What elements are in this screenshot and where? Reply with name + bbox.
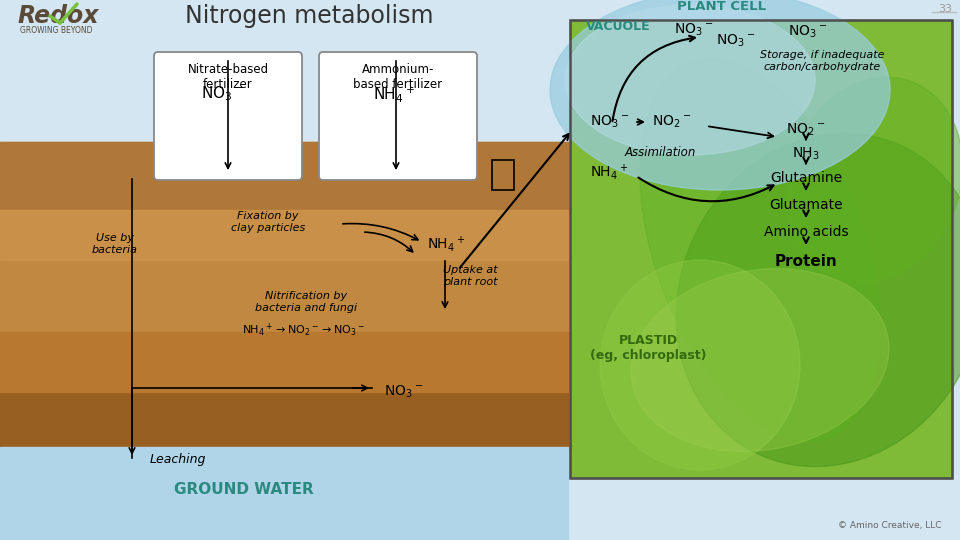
Text: Leaching: Leaching [150, 454, 206, 467]
Bar [492, 160, 514, 190]
Text: © Amino Creative, LLC: © Amino Creative, LLC [838, 521, 942, 530]
Ellipse shape [550, 0, 890, 190]
Bar [0, 332, 568, 392]
FancyBboxPatch shape [570, 20, 952, 478]
Text: Redox: Redox [18, 4, 100, 28]
Text: NO$_3$$^-$: NO$_3$$^-$ [590, 114, 629, 130]
Text: NH$_4$$^+$: NH$_4$$^+$ [590, 162, 628, 182]
Text: Nitrification by
bacteria and fungi: Nitrification by bacteria and fungi [255, 291, 357, 313]
Bar [0, 210, 568, 260]
Text: GROUND WATER: GROUND WATER [174, 483, 314, 497]
Ellipse shape [787, 77, 960, 283]
FancyBboxPatch shape [319, 52, 477, 180]
Text: Storage, if inadequate
carbon/carbohydrate: Storage, if inadequate carbon/carbohydra… [759, 50, 884, 72]
Text: NO$_2$$^-$: NO$_2$$^-$ [786, 122, 826, 138]
Ellipse shape [600, 260, 800, 470]
Text: GROWING BEYOND: GROWING BEYOND [20, 26, 92, 35]
Text: PLANT CELL: PLANT CELL [678, 0, 767, 13]
Ellipse shape [631, 268, 889, 451]
Text: Nitrate-based
fertilizer: Nitrate-based fertilizer [187, 63, 269, 91]
Text: NH$_4$$^+$$\rightarrow$NO$_2$$^-$$\rightarrow$NO$_3$$^-$: NH$_4$$^+$$\rightarrow$NO$_2$$^-$$\right… [242, 321, 365, 339]
Text: Ammonium-
based fertilizer: Ammonium- based fertilizer [353, 63, 443, 91]
Text: Fixation by
clay particles: Fixation by clay particles [230, 211, 305, 233]
Text: NO$_3$$^-$: NO$_3$$^-$ [716, 33, 756, 49]
Text: NO$_2$$^-$: NO$_2$$^-$ [652, 114, 691, 130]
Text: NO$_3$$^-$: NO$_3$$^-$ [201, 85, 244, 103]
Text: Use by
bacteria: Use by bacteria [92, 233, 138, 255]
Ellipse shape [565, 5, 815, 155]
Text: Assimilation: Assimilation [624, 146, 696, 159]
Text: NH$_4$$^+$: NH$_4$$^+$ [427, 234, 465, 254]
Text: VACUOLE: VACUOLE [586, 20, 651, 33]
Text: Protein: Protein [775, 253, 837, 268]
Text: NH$_4$$^+$: NH$_4$$^+$ [373, 84, 415, 104]
Bar [0, 142, 568, 452]
Bar [0, 447, 568, 540]
Text: Amino acids: Amino acids [764, 225, 849, 239]
Text: Nitrogen metabolism: Nitrogen metabolism [185, 4, 434, 28]
Text: NO$_3$$^-$: NO$_3$$^-$ [384, 384, 423, 400]
Text: 33: 33 [938, 4, 952, 14]
FancyBboxPatch shape [154, 52, 302, 180]
Ellipse shape [676, 133, 960, 467]
Text: NO$_3$$^-$: NO$_3$$^-$ [675, 22, 713, 38]
Bar [0, 392, 568, 452]
Text: Uptake at
plant root: Uptake at plant root [443, 265, 497, 287]
Text: Glutamine: Glutamine [770, 171, 842, 185]
Text: NH$_3$: NH$_3$ [792, 146, 820, 162]
Text: PLASTID
(eg, chloroplast): PLASTID (eg, chloroplast) [589, 334, 707, 362]
Bar [0, 142, 568, 210]
Ellipse shape [640, 59, 880, 441]
Text: NO$_3$$^-$: NO$_3$$^-$ [788, 24, 828, 40]
Text: Glutamate: Glutamate [769, 198, 843, 212]
